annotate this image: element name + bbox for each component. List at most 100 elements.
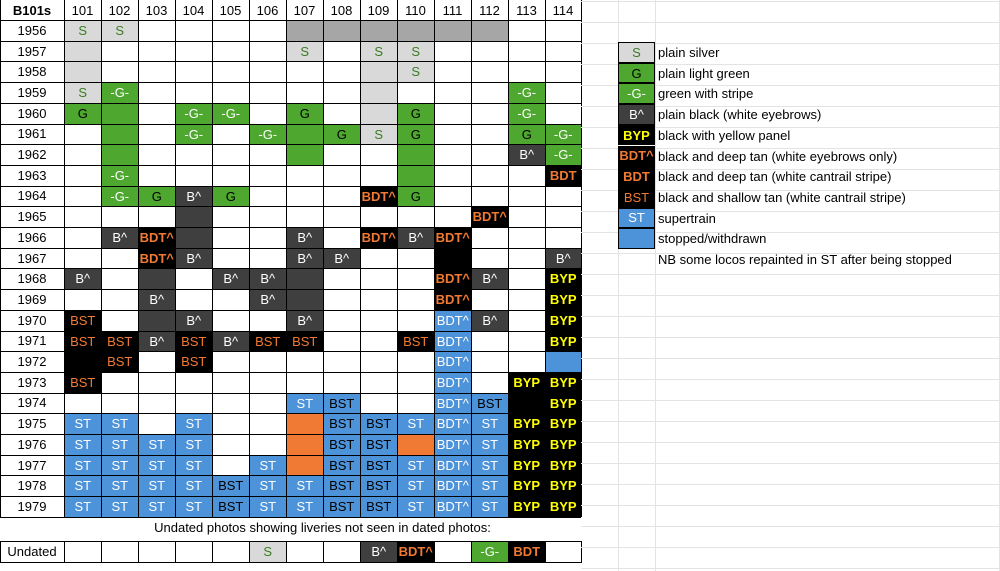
grid-line xyxy=(581,1,1000,2)
column-header: 103 xyxy=(145,2,168,18)
grid-line xyxy=(581,22,1000,23)
grid-line xyxy=(581,547,1000,548)
grid-line xyxy=(581,190,1000,191)
legend-label: black with yellow panel xyxy=(658,127,791,143)
grid-line xyxy=(581,526,1000,527)
livery-cell: BDT^ xyxy=(434,496,472,518)
livery-cell: ST xyxy=(64,475,102,497)
livery-cell xyxy=(286,144,324,166)
year-label: 1979 xyxy=(17,498,47,514)
livery-cell: G xyxy=(397,185,435,207)
grid-line xyxy=(64,540,65,564)
grid-line xyxy=(0,0,1,517)
livery-cell: -G- xyxy=(175,102,213,124)
livery-cell xyxy=(138,309,176,331)
grid-line xyxy=(581,568,1000,569)
livery-cell: G xyxy=(323,123,361,145)
undated-label: Undated xyxy=(7,543,57,559)
livery-cell: B^ xyxy=(286,309,324,331)
livery-cell: BST xyxy=(212,475,250,497)
grid-line xyxy=(581,169,1000,170)
livery-cell: ST xyxy=(286,392,324,414)
grid-line xyxy=(581,274,1000,275)
livery-cell: -G- xyxy=(249,123,287,145)
livery-cell: B^ xyxy=(101,227,139,249)
livery-cell: BYP xyxy=(545,413,582,435)
livery-cell: BYP xyxy=(508,475,546,497)
livery-cell: ST xyxy=(101,413,139,435)
legend-label: black and shallow tan (white cantrail st… xyxy=(658,189,906,205)
grid-line xyxy=(0,82,581,84)
livery-cell: BYP xyxy=(508,454,546,476)
livery-cell: BST xyxy=(101,351,139,373)
year-label: 1970 xyxy=(17,312,47,328)
livery-cell: ST xyxy=(397,413,435,435)
column-header: 113 xyxy=(516,2,537,18)
livery-cell: BST xyxy=(360,496,398,518)
livery-cell: -G- xyxy=(212,102,250,124)
legend-swatch: B^ xyxy=(618,104,655,125)
grid-line xyxy=(581,148,1000,149)
livery-cell: BYP xyxy=(545,434,582,456)
livery-cell: BST xyxy=(323,475,361,497)
livery-cell: ST xyxy=(286,475,324,497)
grid-line xyxy=(101,540,102,564)
grid-line xyxy=(0,20,581,21)
livery-cell xyxy=(101,102,139,124)
livery-cell: ST xyxy=(64,413,102,435)
grid-line xyxy=(581,379,1000,380)
livery-cell xyxy=(286,123,324,145)
livery-cell: BST xyxy=(323,413,361,435)
livery-cell: -G- xyxy=(471,540,509,563)
livery-cell: ST xyxy=(175,454,213,476)
year-label: 1972 xyxy=(17,354,47,370)
livery-cell: B^ xyxy=(175,185,213,207)
grid-line xyxy=(581,337,1000,338)
grid-line xyxy=(618,0,619,571)
grid-line xyxy=(581,316,1000,317)
year-label: 1978 xyxy=(17,478,47,494)
year-label: 1959 xyxy=(17,84,47,100)
livery-cell: S xyxy=(64,82,102,104)
grid-line xyxy=(0,516,581,518)
year-label: 1964 xyxy=(17,188,47,204)
livery-cell: B^ xyxy=(471,309,509,331)
livery-cell: S xyxy=(360,123,398,145)
grid-line xyxy=(0,475,581,477)
livery-cell: B^ xyxy=(323,247,361,269)
grid-line xyxy=(0,330,581,332)
column-header: 104 xyxy=(182,2,205,18)
column-header: 110 xyxy=(405,2,426,18)
livery-cell: -G- xyxy=(508,82,546,104)
livery-cell: BDT^ xyxy=(434,371,472,394)
livery-cell: G xyxy=(286,102,324,124)
grid-line xyxy=(581,64,1000,65)
legend-label: stopped/withdrawn xyxy=(658,231,767,247)
grid-line xyxy=(471,540,472,564)
year-label: 1966 xyxy=(17,229,47,245)
column-header: 109 xyxy=(367,2,390,18)
legend-swatch: S xyxy=(618,42,655,63)
livery-cell xyxy=(286,268,324,290)
legend-swatch: BDT^ xyxy=(618,145,655,167)
livery-cell: BDT^ xyxy=(434,268,472,290)
livery-cell: G xyxy=(138,185,176,207)
grid-line xyxy=(581,400,1000,401)
livery-cell xyxy=(175,227,213,249)
livery-cell: BDT^ xyxy=(471,206,509,228)
livery-cell: ST xyxy=(138,496,176,518)
grid-line xyxy=(0,562,581,564)
livery-cell: BST xyxy=(64,371,102,394)
livery-cell xyxy=(286,454,324,476)
livery-cell xyxy=(360,82,398,104)
livery-cell: -G- xyxy=(545,144,582,166)
grid-line xyxy=(0,102,581,104)
year-label: 1974 xyxy=(17,395,47,411)
livery-cell xyxy=(286,413,324,435)
livery-cell: G xyxy=(508,123,546,145)
livery-cell: ST xyxy=(138,475,176,497)
livery-cell xyxy=(397,434,435,456)
grid-line xyxy=(581,295,1000,296)
livery-cell xyxy=(64,61,102,83)
